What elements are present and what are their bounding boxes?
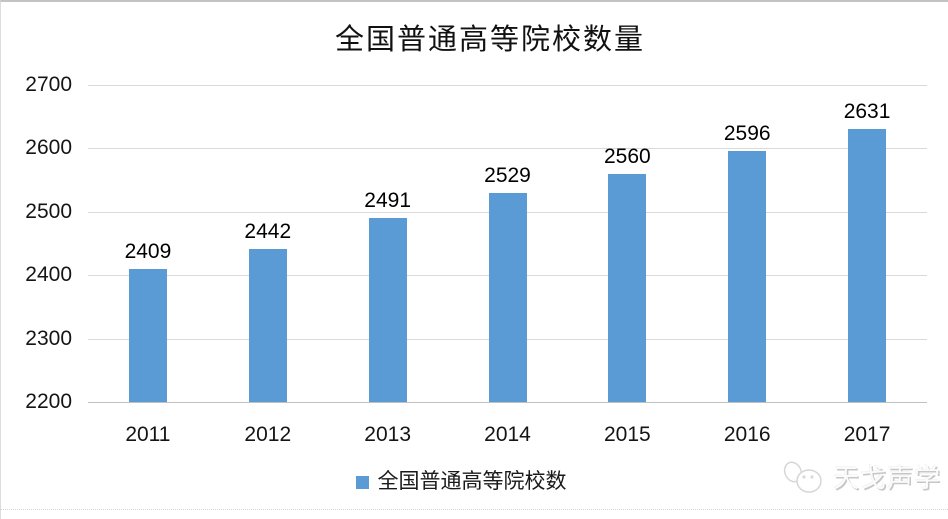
chart-title: 全国普通高等院校数量 [334,24,645,56]
legend-swatch-icon [355,475,369,489]
watermark: 天戈声学 [782,458,941,495]
bar-2012 [248,248,287,402]
y-tick-label-2200: 2200 [25,390,72,413]
legend-series-label: 全国普通高等院校数 [377,470,567,493]
x-tick-label-2012: 2012 [244,423,292,446]
bar-2013 [368,217,407,402]
bar-value-label-2012: 2442 [244,219,292,243]
bar-2014 [488,193,527,402]
x-tick-label-2011: 2011 [125,423,171,446]
x-tick-label-2015: 2015 [603,423,651,446]
bar-2016 [728,150,767,402]
bar-value-label-2013: 2491 [364,188,411,212]
bar-2015 [608,173,647,402]
x-axis-line [88,402,927,403]
x-tick-label-2016: 2016 [723,423,771,446]
x-tick-label-2013: 2013 [364,423,411,446]
bar-value-label-2011: 2409 [124,240,172,264]
y-tick-label-2700: 2700 [25,73,72,96]
bar-value-label-2014: 2529 [484,164,531,188]
x-tick-label-2017: 2017 [843,423,891,446]
y-tick-label-2500: 2500 [25,199,72,223]
y-tick-label-2400: 2400 [25,263,72,287]
gridline-2700 [88,85,927,86]
bar-value-label-2016: 2596 [723,121,771,145]
watermark-logo-icon [783,461,822,493]
legend: 全国普通高等院校数 [0,469,922,495]
y-tick-label-2300: 2300 [25,326,72,350]
bar-2011 [128,269,167,402]
y-tick-label-2600: 2600 [25,136,72,160]
bar-value-label-2017: 2631 [843,99,891,123]
watermark-text: 天戈声学 [832,463,941,493]
bottom-divider [0,509,948,510]
gridline-2600 [88,148,927,150]
x-tick-label-2014: 2014 [484,423,531,446]
bar-2017 [848,128,887,402]
bar-value-label-2015: 2560 [603,144,651,168]
